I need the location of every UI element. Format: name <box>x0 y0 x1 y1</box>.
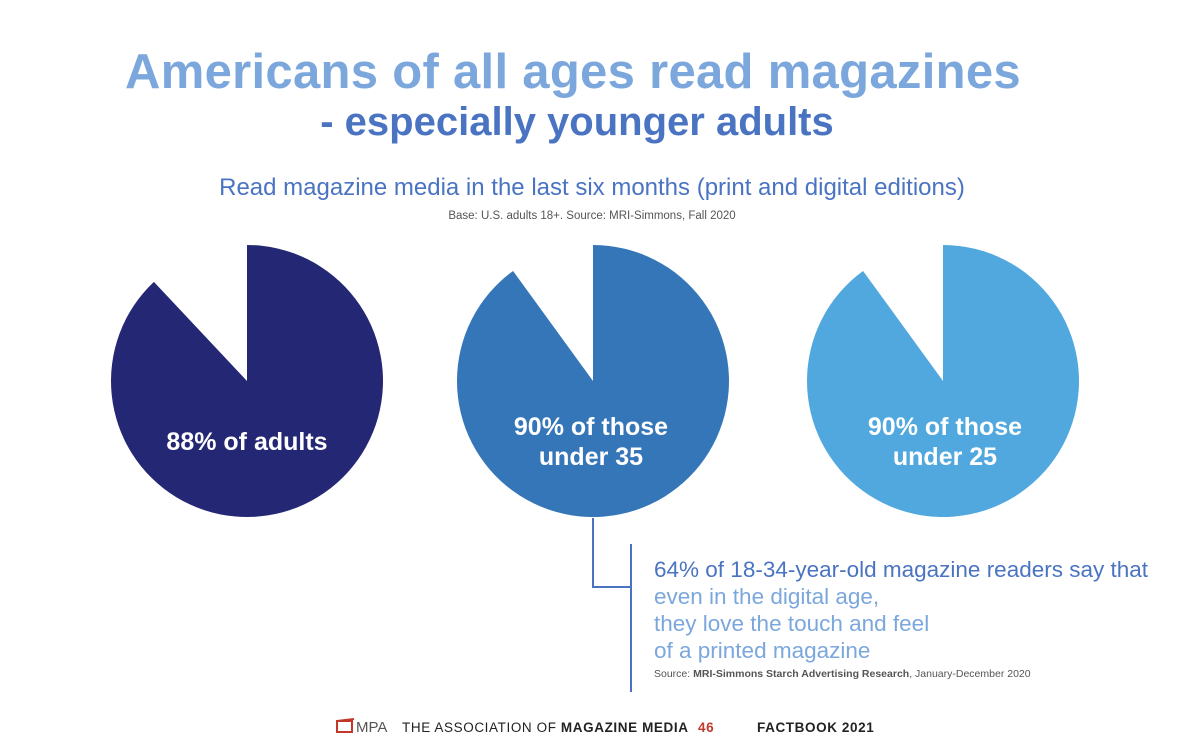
callout-bracket <box>630 544 632 692</box>
page-subtitle: - especially younger adults <box>320 100 834 144</box>
pie-slice-under-35 <box>456 245 729 517</box>
pie-label-line: 90% of those <box>867 413 1023 441</box>
pie-slice-under-25 <box>806 245 1079 517</box>
pie-label-under-35: 90% of those under 35 <box>471 412 711 472</box>
callout-line-4: of a printed magazine <box>654 638 871 663</box>
pie-label-under-25: 90% of those under 25 <box>825 412 1065 472</box>
association-prefix: THE ASSOCIATION OF <box>402 720 561 735</box>
pie-slice-adults <box>110 245 383 517</box>
page-number: 46 <box>698 720 715 735</box>
pie-label-line: under 35 <box>538 443 644 471</box>
chart-heading: Read magazine media in the last six mont… <box>219 174 965 201</box>
page-title: Americans of all ages read magazines <box>125 45 1021 99</box>
callout-line-3: they love the touch and feel <box>654 611 930 636</box>
factbook-label: FACTBOOK 2021 <box>757 720 875 735</box>
callout-connector <box>592 518 632 588</box>
callout: 64% of 18-34-year-old magazine readers s… <box>654 556 1174 680</box>
pie-label-line: under 25 <box>892 443 998 471</box>
callout-line-1: 64% of 18-34-year-old magazine readers s… <box>654 557 1149 582</box>
callout-source: Source: MRI-Simmons Starch Advertising R… <box>654 668 1174 680</box>
mpa-logo-text: MPA <box>356 719 388 736</box>
pie-label-adults: 88% of adults <box>127 427 367 457</box>
footer: MPA THE ASSOCIATION OF MAGAZINE MEDIA 46… <box>0 716 1200 740</box>
callout-source-name: MRI-Simmons Starch Advertising Research <box>693 668 910 680</box>
pie-label-line: 90% of those <box>513 413 669 441</box>
association-name: THE ASSOCIATION OF MAGAZINE MEDIA <box>402 720 689 735</box>
pie-charts <box>110 245 1079 517</box>
mpa-logo-icon <box>336 718 356 737</box>
pie-label-line: 88% of adults <box>166 428 328 456</box>
callout-source-date: , January-December 2020 <box>909 668 1031 680</box>
callout-line-2: even in the digital age, <box>654 584 880 609</box>
association-bold: MAGAZINE MEDIA <box>560 720 689 735</box>
chart-base-note: Base: U.S. adults 18+. Source: MRI-Simmo… <box>448 210 736 222</box>
callout-source-prefix: Source: <box>654 668 694 680</box>
